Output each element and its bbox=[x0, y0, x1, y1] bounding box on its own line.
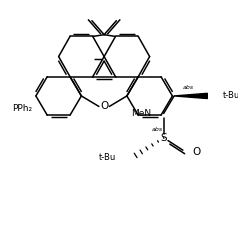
Polygon shape bbox=[174, 93, 207, 99]
Text: abs: abs bbox=[183, 85, 194, 90]
Text: PPh₂: PPh₂ bbox=[12, 104, 32, 113]
Text: abs: abs bbox=[151, 127, 163, 132]
Text: MeN: MeN bbox=[131, 109, 151, 118]
Text: O: O bbox=[100, 102, 108, 111]
Text: S: S bbox=[160, 133, 167, 143]
Text: t-Bu: t-Bu bbox=[99, 153, 116, 162]
Text: t-Bu: t-Bu bbox=[223, 91, 238, 101]
Text: O: O bbox=[193, 147, 201, 157]
